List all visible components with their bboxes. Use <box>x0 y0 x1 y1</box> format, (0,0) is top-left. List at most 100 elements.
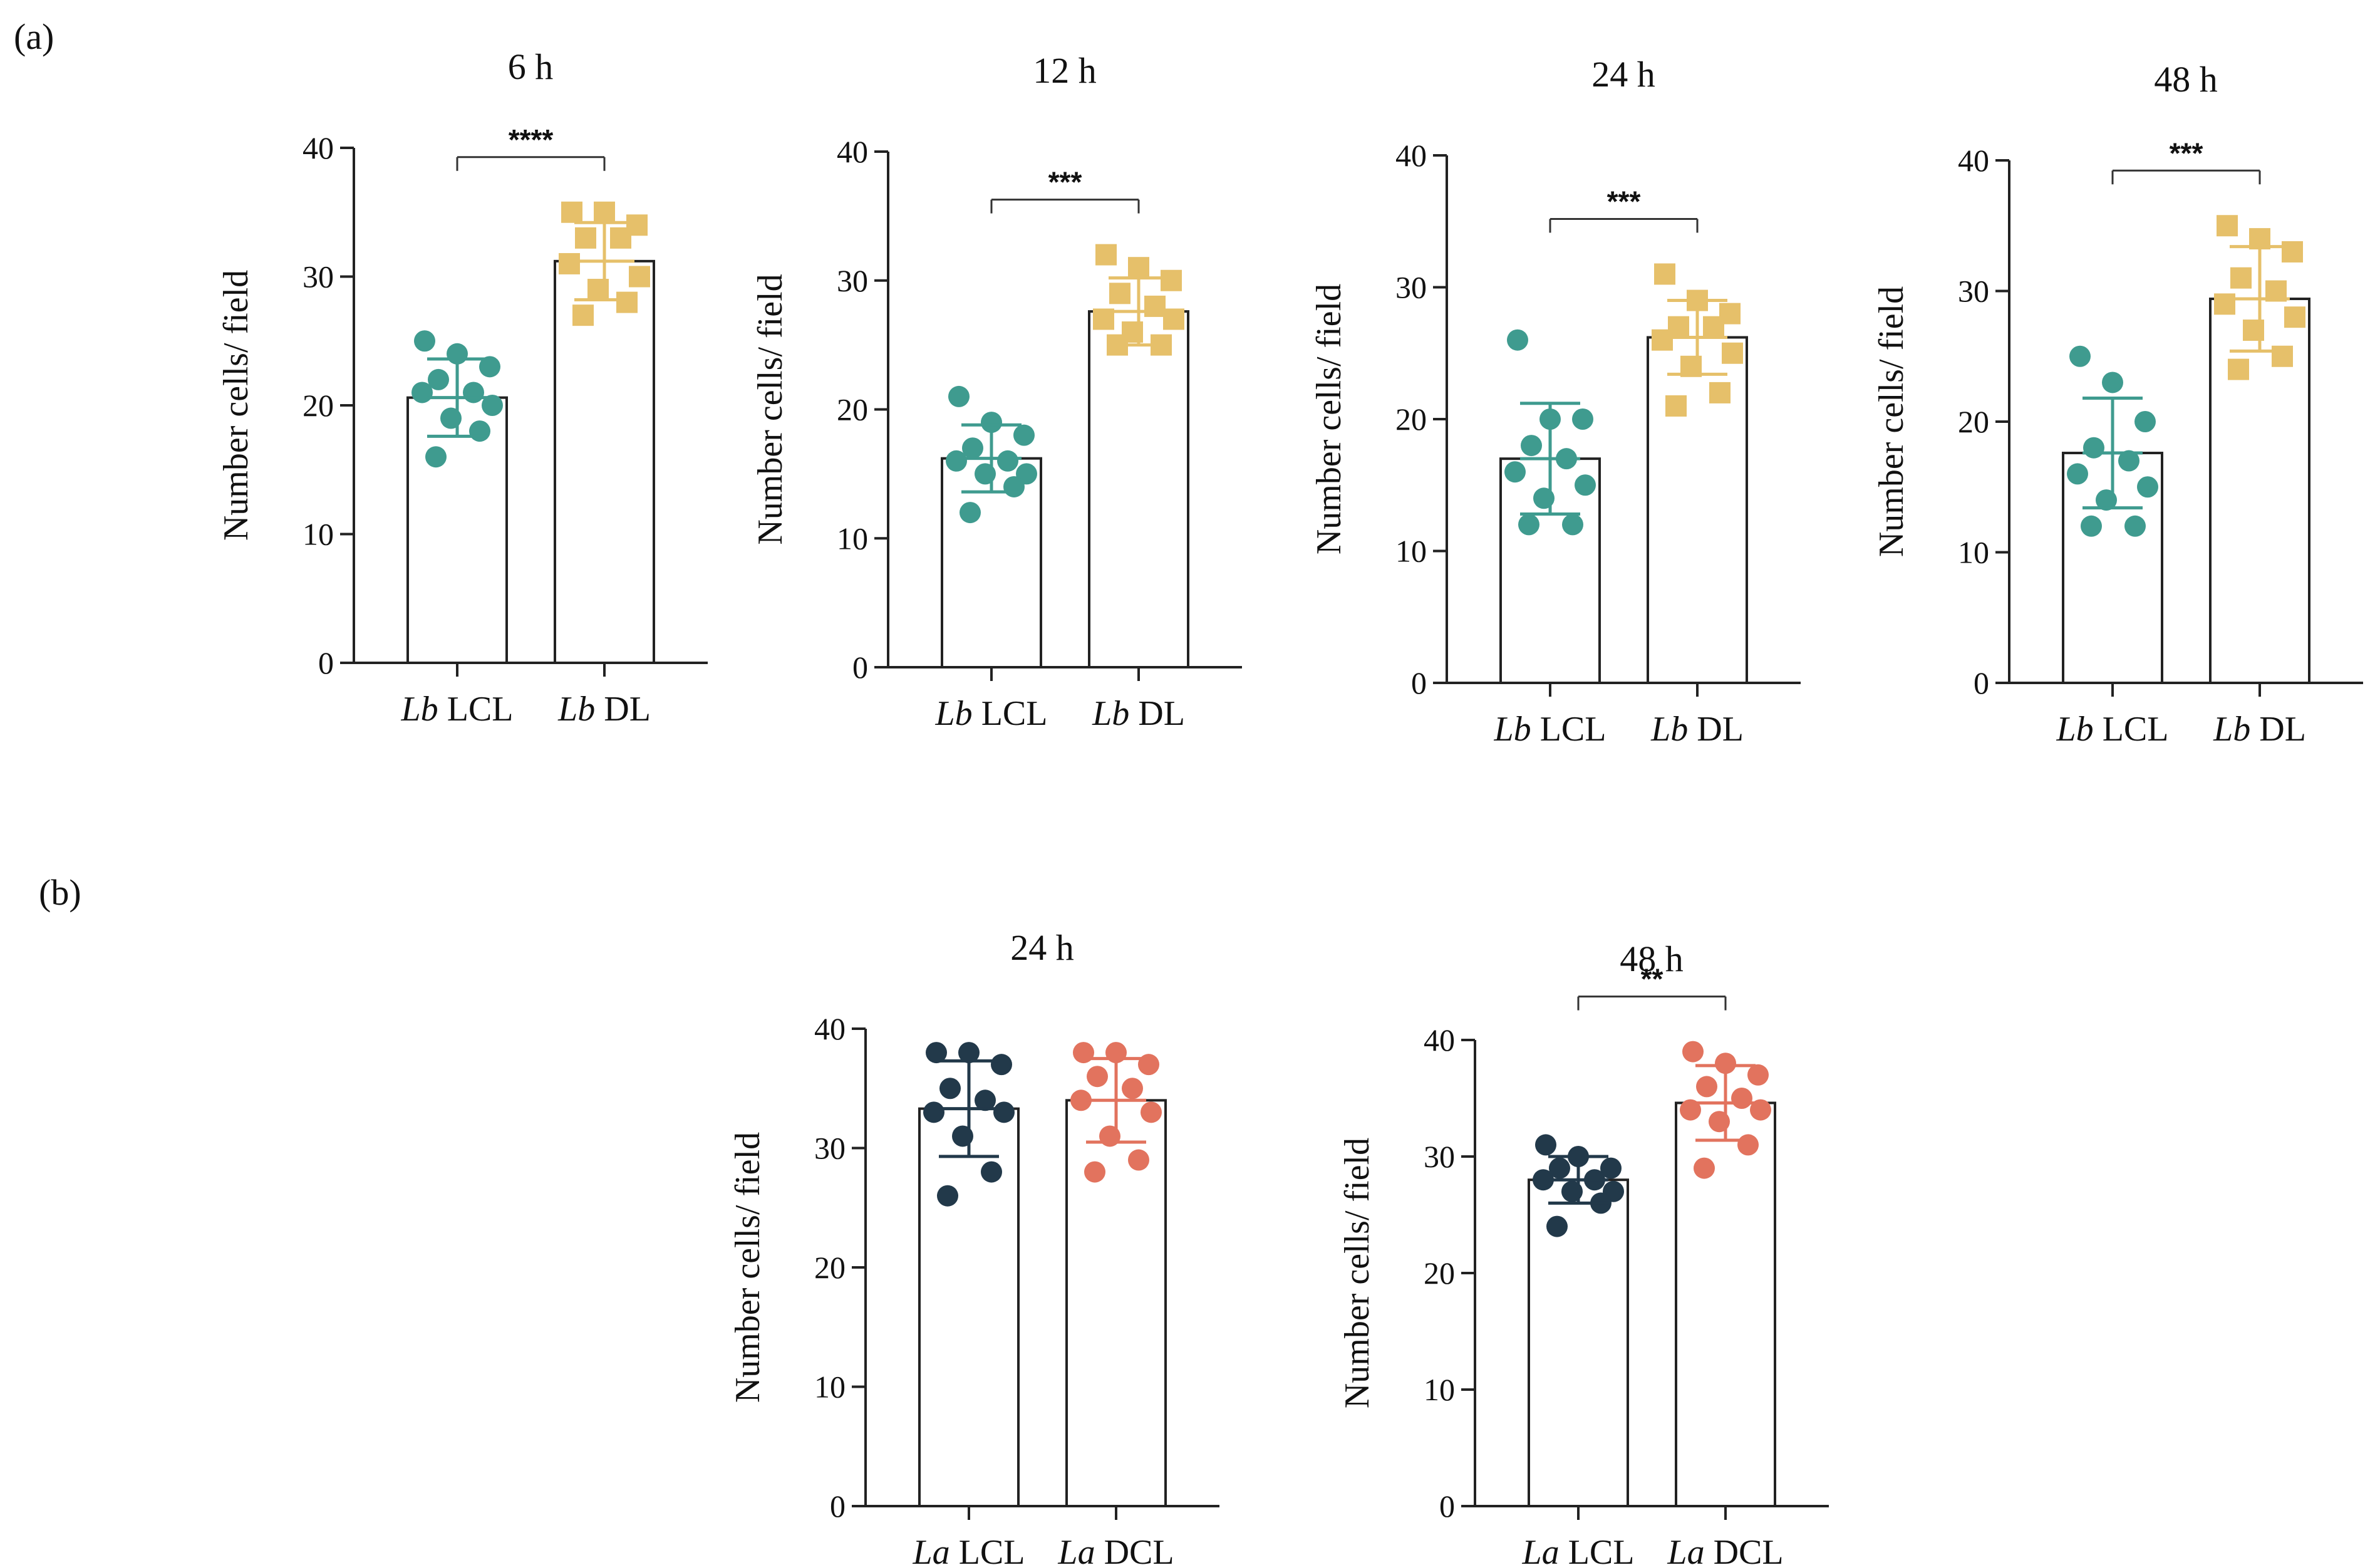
data-point <box>2081 515 2102 537</box>
data-point <box>1562 514 1583 536</box>
data-point <box>1731 1088 1752 1109</box>
data-point <box>962 437 983 459</box>
y-tick-label: 40 <box>1395 138 1427 173</box>
y-tick-label: 10 <box>1958 535 1989 570</box>
data-point <box>923 1101 944 1123</box>
y-tick-label: 20 <box>1958 404 1989 439</box>
bar <box>554 259 655 664</box>
bar <box>918 1107 1020 1507</box>
category-species: Lb <box>2056 710 2094 749</box>
data-point <box>1128 257 1149 279</box>
data-point <box>1128 1149 1149 1171</box>
data-point <box>1696 1076 1717 1098</box>
y-tick-label: 10 <box>814 1370 846 1405</box>
data-point <box>559 252 580 274</box>
data-point <box>946 450 967 472</box>
data-point <box>993 1101 1015 1123</box>
data-point <box>1600 1157 1622 1179</box>
data-point <box>463 382 484 403</box>
x-category-label: Lb DL <box>1092 694 1185 733</box>
data-point <box>2137 476 2158 498</box>
data-point <box>2102 372 2123 393</box>
data-point <box>1572 408 1593 430</box>
data-point <box>1109 283 1130 304</box>
y-tick-label: 30 <box>1424 1139 1455 1174</box>
y-tick-label: 40 <box>837 134 868 169</box>
data-point <box>2134 411 2156 432</box>
y-tick-label: 0 <box>1974 665 1989 700</box>
x-category-label: Lb DL <box>2213 710 2306 749</box>
category-species: La <box>1057 1533 1095 1565</box>
chart-title: 6 h <box>508 46 554 87</box>
data-point <box>1507 329 1528 351</box>
chart-title: 48 h <box>1620 938 1684 979</box>
y-tick-label: 20 <box>837 392 868 427</box>
data-point <box>997 450 1018 472</box>
category-name: DL <box>2250 710 2306 749</box>
data-point <box>1122 1078 1143 1100</box>
y-tick-label: 10 <box>303 517 334 552</box>
data-point <box>1087 1066 1108 1088</box>
data-point <box>1747 1064 1769 1086</box>
category-name: DL <box>1129 694 1185 733</box>
data-point <box>1694 1157 1715 1179</box>
data-point <box>1682 1041 1704 1063</box>
data-point <box>1521 435 1542 457</box>
significance-label: **** <box>509 123 554 156</box>
data-point <box>1737 1134 1759 1156</box>
data-point <box>2284 306 2305 328</box>
y-axis-label: Number cells/ field <box>728 1132 767 1403</box>
x-category-label: La LCL <box>1522 1533 1635 1565</box>
category-name: DL <box>1688 710 1744 749</box>
category-name: DL <box>595 690 651 729</box>
bar <box>1528 1178 1629 1507</box>
chart-title: 48 h <box>2154 59 2218 100</box>
data-point <box>2282 241 2303 263</box>
y-axis-label: Number cells/ field <box>1872 286 1911 557</box>
significance-label: *** <box>1048 166 1082 199</box>
data-point <box>1161 269 1182 291</box>
chart-title: 24 h <box>1591 54 1655 95</box>
x-category-label: Lb LCL <box>1494 710 1606 749</box>
data-point <box>482 395 503 416</box>
bar <box>1065 1099 1167 1508</box>
category-species: Lb <box>401 690 438 729</box>
y-tick-label: 30 <box>837 263 868 298</box>
chart-title: 12 h <box>1033 50 1097 91</box>
data-point <box>1709 382 1731 403</box>
data-point <box>575 227 596 249</box>
data-point <box>1070 1089 1092 1111</box>
bar <box>2209 298 2310 684</box>
y-axis-label: Number cells/ field <box>1338 1138 1377 1408</box>
category-name: LCL <box>438 690 514 729</box>
data-point <box>1141 1101 1162 1123</box>
data-point <box>629 266 650 288</box>
x-category-label: Lb LCL <box>401 690 514 729</box>
data-point <box>479 356 500 378</box>
significance-label: *** <box>1607 185 1641 217</box>
y-tick-label: 30 <box>1395 270 1427 305</box>
data-point <box>411 382 433 403</box>
bar <box>1647 336 1748 684</box>
y-tick-label: 10 <box>837 521 868 556</box>
data-point <box>1533 1169 1554 1191</box>
bar <box>1675 1101 1776 1507</box>
panel-label-b: (b) <box>39 872 81 913</box>
x-category-label: Lb LCL <box>935 694 1048 733</box>
data-point <box>561 201 582 223</box>
data-point <box>981 1161 1002 1183</box>
data-point <box>1144 295 1166 317</box>
data-point <box>1518 514 1539 536</box>
y-tick-label: 0 <box>1411 665 1427 700</box>
data-point <box>975 1089 996 1111</box>
y-tick-label: 0 <box>1439 1489 1455 1524</box>
category-species: La <box>913 1533 950 1565</box>
category-species: La <box>1522 1533 1560 1565</box>
data-point <box>958 1042 980 1064</box>
y-tick-label: 10 <box>1424 1372 1455 1407</box>
